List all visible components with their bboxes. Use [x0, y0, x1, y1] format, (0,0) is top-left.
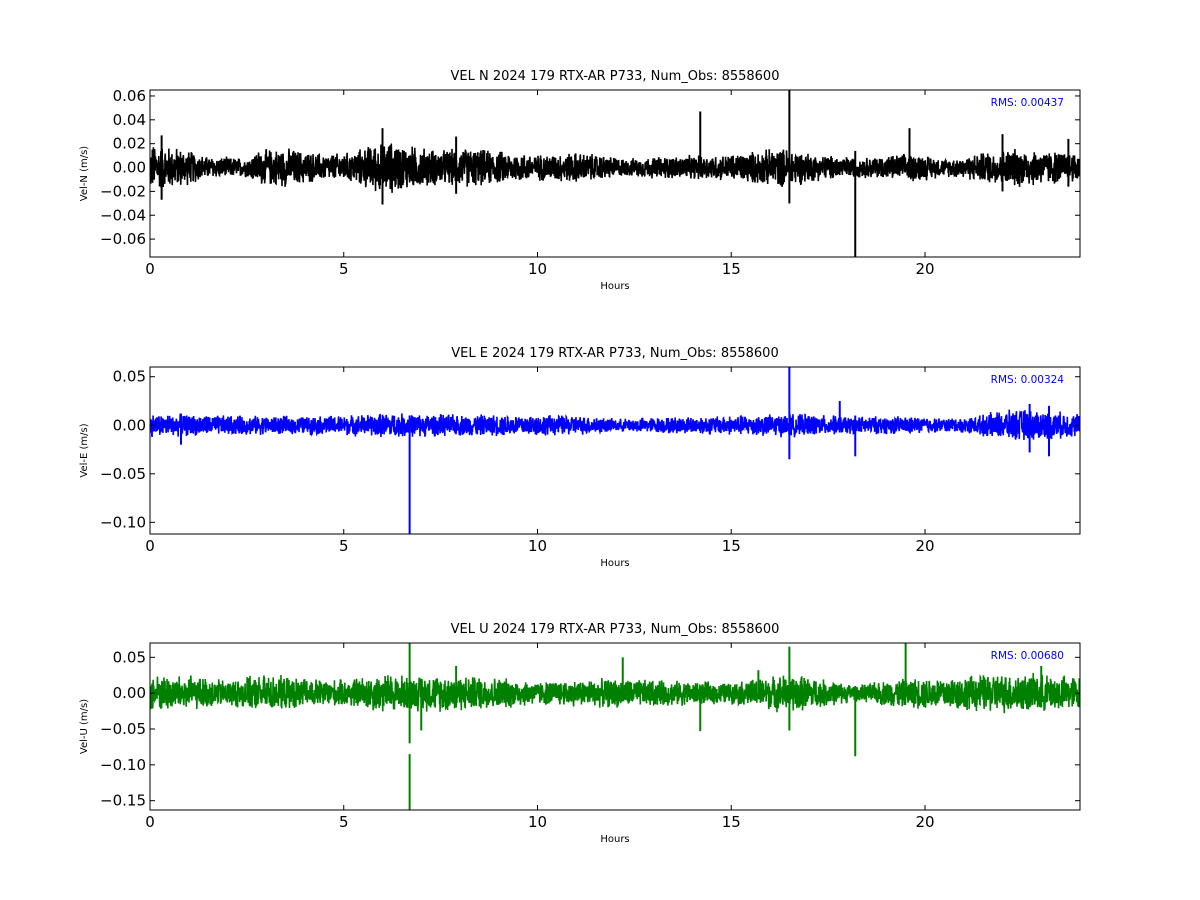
subplot-title: VEL U 2024 179 RTX-AR P733, Num_Obs: 855…: [451, 622, 780, 637]
subplot-title: VEL E 2024 179 RTX-AR P733, Num_Obs: 855…: [451, 346, 778, 361]
y-axis-label: Vel-E (m/s): [79, 423, 90, 477]
x-tick-label: 5: [339, 260, 349, 278]
y-tick-label: 0.06: [113, 87, 146, 105]
x-tick-label: 0: [145, 813, 155, 831]
y-tick-label: −0.06: [100, 230, 146, 248]
y-axis-label: Vel-U (m/s): [79, 699, 90, 754]
ticks: 0 5 10 15 20 −0.15 −0.10 −0.05 0.00 0.05: [100, 643, 1080, 831]
y-tick-label: 0.04: [113, 111, 146, 129]
plot-area: [150, 90, 1080, 257]
y-tick-label: −0.10: [100, 513, 146, 531]
x-tick-label: 5: [339, 813, 349, 831]
x-tick-label: 20: [915, 260, 934, 278]
y-tick-label: −0.04: [100, 206, 146, 224]
y-tick-label: 0.00: [113, 684, 146, 702]
x-tick-label: 10: [528, 813, 547, 831]
x-tick-label: 0: [145, 537, 155, 555]
axes-frame: [149, 642, 1081, 811]
x-tick-label: 20: [915, 813, 934, 831]
x-tick-label: 10: [528, 537, 547, 555]
rms-annotation: RMS: 0.00324: [991, 374, 1065, 386]
y-tick-label: 0.00: [113, 416, 146, 434]
y-axis-label: Vel-N (m/s): [79, 146, 90, 201]
plot-area: [150, 367, 1080, 534]
x-axis-label: Hours: [600, 558, 629, 569]
y-tick-label: 0.05: [113, 648, 146, 666]
x-tick-label: 15: [722, 537, 741, 555]
rms-annotation: RMS: 0.00680: [991, 650, 1064, 662]
x-tick-label: 0: [145, 260, 155, 278]
subplot-vel-u: 0 5 10 15 20 −0.15 −0.10 −0.05 0.00 0.05 VEL U 20…: [79, 622, 1081, 845]
x-tick-label: 15: [722, 260, 741, 278]
y-tick-label: −0.15: [100, 792, 146, 810]
x-tick-label: 5: [339, 537, 349, 555]
x-axis-label: Hours: [600, 281, 629, 292]
ticks: 0 5 10 15 20 −0.06 −0.04 −0.02 0.00 0.02 0.04 0.06: [100, 87, 1080, 278]
series-trace: [150, 672, 1080, 714]
y-tick-label: −0.05: [100, 465, 146, 483]
y-tick-label: 0.02: [113, 135, 146, 153]
axes-frame: [149, 366, 1081, 535]
y-tick-label: 0.05: [113, 368, 146, 386]
y-tick-label: −0.10: [100, 756, 146, 774]
x-tick-label: 10: [528, 260, 547, 278]
axes-frame: [149, 89, 1081, 258]
rms-annotation: RMS: 0.00437: [991, 97, 1064, 109]
subplot-vel-e: 0 5 10 15 20 −0.10 −0.05 0.00 0.05 VEL E 2024 17…: [79, 346, 1081, 569]
y-tick-label: 0.00: [113, 159, 146, 177]
x-tick-label: 15: [722, 813, 741, 831]
series-trace: [150, 409, 1080, 441]
x-tick-label: 20: [915, 537, 934, 555]
series-trace: [150, 143, 1080, 193]
subplot-vel-n: 0 5 10 15 20−0.06−0.04−0.020.000.020.040.06 …: [79, 69, 1081, 292]
x-axis-label: Hours: [600, 834, 629, 845]
subplot-title: VEL N 2024 179 RTX-AR P733, Num_Obs: 855…: [451, 69, 780, 84]
plot-area: [150, 643, 1080, 810]
y-tick-label: −0.02: [100, 182, 146, 200]
y-tick-label: −0.05: [100, 720, 146, 738]
ticks: 0 5 10 15 20 −0.10 −0.05 0.00 0.05: [100, 367, 1080, 555]
